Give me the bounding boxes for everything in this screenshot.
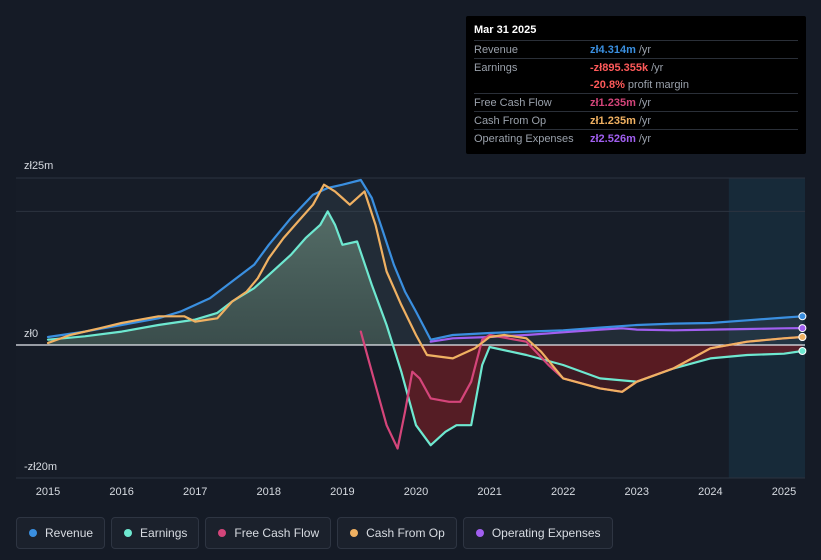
y-tick-label: -zł20m xyxy=(24,461,57,473)
series-line-earnings xyxy=(46,210,804,447)
tooltip-label: Revenue xyxy=(474,43,519,56)
legend-label: Operating Expenses xyxy=(491,526,601,540)
tooltip-label: Earnings xyxy=(474,61,518,74)
x-tick-label: 2021 xyxy=(477,486,501,498)
series-line-revenue xyxy=(46,178,804,341)
series-end-point-earnings xyxy=(798,347,807,355)
legend-label: Cash From Op xyxy=(366,526,445,540)
legend-label: Earnings xyxy=(140,526,188,540)
legend-item-free-cash-flow[interactable]: Free Cash Flow xyxy=(205,517,332,549)
tooltip-unit: profit margin xyxy=(627,78,689,91)
legend-dot-icon xyxy=(29,529,37,537)
tooltip-label: Free Cash Flow xyxy=(474,96,552,109)
x-tick-label: 2019 xyxy=(330,486,354,498)
chart-legend: Revenue Earnings Free Cash Flow Cash Fro… xyxy=(16,517,613,549)
tooltip-label: Operating Expenses xyxy=(474,132,574,145)
series-end-point-revenue xyxy=(798,312,807,321)
x-tick-label: 2020 xyxy=(404,486,428,498)
series-end-point-operating-expenses xyxy=(798,324,807,333)
y-tick-label: zł25m xyxy=(24,160,53,172)
tooltip-unit: /yr xyxy=(638,96,652,109)
series-line-cash-from-op xyxy=(46,183,804,393)
tooltip-label: Cash From Op xyxy=(474,114,547,127)
legend-item-operating-expenses[interactable]: Operating Expenses xyxy=(462,517,613,549)
x-tick-label: 2024 xyxy=(698,486,722,498)
earnings-area-positive xyxy=(48,211,803,345)
tooltip-row-profit-margin: -20.8% profit margin xyxy=(474,76,798,94)
legend-dot-icon xyxy=(350,529,359,537)
tooltip-value: -zł895.355k xyxy=(590,61,649,74)
tooltip-row-cash-from-op: Cash From Op zł1.235m /yr xyxy=(474,112,798,130)
tooltip-row-free-cash-flow: Free Cash Flow zł1.235m /yr xyxy=(474,94,798,112)
legend-label: Free Cash Flow xyxy=(234,526,320,540)
tooltip-value: zł1.235m xyxy=(590,114,636,127)
legend-dot-icon xyxy=(475,529,484,537)
tooltip-value: zł2.526m xyxy=(590,132,636,145)
tooltip-row-operating-expenses: Operating Expenses zł2.526m /yr xyxy=(474,130,798,147)
tooltip-panel: Mar 31 2025 Revenue zł4.314m /yr Earning… xyxy=(466,16,806,154)
tooltip-row-revenue: Revenue zł4.314m /yr xyxy=(474,41,798,59)
tooltip-unit: /yr xyxy=(638,43,652,56)
x-tick-label: 2017 xyxy=(183,486,207,498)
legend-item-revenue[interactable]: Revenue xyxy=(16,517,106,549)
tooltip-unit: /yr xyxy=(638,114,652,127)
tooltip-value: zł1.235m xyxy=(590,96,636,109)
legend-item-cash-from-op[interactable]: Cash From Op xyxy=(337,517,457,549)
tooltip-date: Mar 31 2025 xyxy=(474,24,798,41)
series-end-point-cash-from-op xyxy=(798,333,807,341)
y-tick-label: zł0 xyxy=(24,328,38,340)
legend-dot-icon xyxy=(124,529,133,537)
x-tick-label: 2015 xyxy=(36,486,60,498)
tooltip-value: zł4.314m xyxy=(590,43,636,56)
tooltip-unit: /yr xyxy=(651,61,664,74)
legend-dot-icon xyxy=(218,529,227,537)
x-tick-label: 2023 xyxy=(625,486,649,498)
tooltip-row-earnings: Earnings -zł895.355k /yr xyxy=(474,59,798,76)
x-tick-label: 2016 xyxy=(109,486,133,498)
legend-label: Revenue xyxy=(45,526,94,540)
legend-item-earnings[interactable]: Earnings xyxy=(111,517,200,549)
tooltip-unit: /yr xyxy=(638,132,652,145)
x-tick-label: 2025 xyxy=(772,486,796,498)
x-tick-label: 2022 xyxy=(551,486,575,498)
x-tick-label: 2018 xyxy=(257,486,281,498)
tooltip-value: -20.8% xyxy=(590,78,625,91)
